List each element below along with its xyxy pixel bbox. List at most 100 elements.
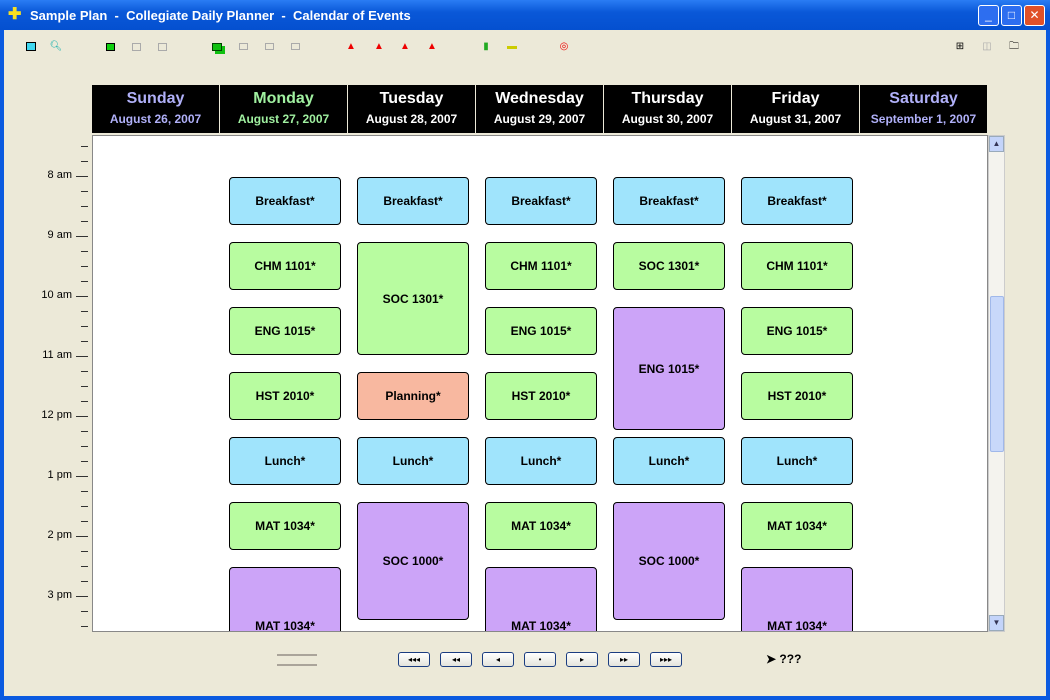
day-name: Sunday [126,90,185,107]
close-button[interactable]: ✕ [1024,5,1045,26]
hour-label: 10 am [41,289,72,301]
nav-next-week-button[interactable]: ▸▸ [608,652,640,667]
nav-first-button[interactable]: ◂◂◂ [398,652,430,667]
day-name: Monday [253,90,314,107]
event[interactable]: Breakfast* [357,177,469,225]
event[interactable]: MAT 1034* [485,567,597,631]
day-header-tuesday[interactable]: Tuesday August 28, 2007 [348,85,475,133]
alarm-right-icon[interactable]: ▲ [400,41,410,52]
day-date: August 26, 2007 [109,112,202,126]
event[interactable]: SOC 1301* [357,242,469,355]
status-area: ➤ ??? [766,652,801,666]
nav-prev-button[interactable]: ◂ [482,652,514,667]
ruler-tick [81,206,88,207]
ruler-tick [81,611,88,612]
event[interactable]: Breakfast* [741,177,853,225]
event[interactable]: SOC 1301* [613,242,725,290]
vertical-scrollbar[interactable]: ▲ ▼ [988,135,1005,632]
ruler-tick [76,536,88,537]
event[interactable]: CHM 1101* [485,242,597,290]
new-document-icon[interactable]: ▮ [483,41,489,52]
event[interactable]: CHM 1101* [741,242,853,290]
folder-icon[interactable]: 🗀 [1009,41,1019,52]
alarm-left-icon[interactable]: ▲ [374,41,384,52]
ruler-tick [81,221,88,222]
event[interactable]: Lunch* [229,437,341,485]
event[interactable]: Lunch* [485,437,597,485]
event[interactable]: ENG 1015* [485,307,597,355]
splitter-handle-icon[interactable] [277,654,317,666]
day-name: Thursday [631,90,704,107]
event[interactable]: HST 2010* [741,372,853,420]
nav-next-button[interactable]: ▸ [566,652,598,667]
ruler-tick [81,341,88,342]
nav-last-button[interactable]: ▸▸▸ [650,652,682,667]
event[interactable]: MAT 1034* [485,502,597,550]
day-header-friday[interactable]: Friday August 31, 2007 [732,85,859,133]
day-date: August 29, 2007 [493,112,586,126]
add-item-icon[interactable] [105,43,115,51]
help-lifebuoy-icon[interactable]: ◎ [559,41,569,52]
event[interactable]: ENG 1015* [613,307,725,430]
day-header-monday[interactable]: Monday August 27, 2007 [220,85,347,133]
scroll-thumb[interactable] [990,296,1004,452]
day-header-sunday[interactable]: Sunday August 26, 2007 [92,85,219,133]
grid-icon[interactable]: ⊞ [955,41,965,52]
day-date: August 28, 2007 [365,112,458,126]
ruler-tick [76,596,88,597]
copy-icon[interactable] [212,43,222,51]
scroll-up-button[interactable]: ▲ [989,136,1004,152]
day-header-saturday[interactable]: Saturday September 1, 2007 [860,85,987,133]
event[interactable]: ENG 1015* [741,307,853,355]
item-disabled-icon [157,43,167,51]
ruler-tick [81,431,88,432]
nav-prev-week-button[interactable]: ◂◂ [440,652,472,667]
day-header-thursday[interactable]: Thursday August 30, 2007 [604,85,731,133]
ruler-tick [81,251,88,252]
ruler-tick [81,371,88,372]
hour-label: 1 pm [47,469,72,481]
copy-disabled-icon [290,43,300,50]
event[interactable]: Lunch* [741,437,853,485]
day-header-wednesday[interactable]: Wednesday August 29, 2007 [476,85,603,133]
minimize-button[interactable]: _ [978,5,999,26]
title-bar: ✚ Sample Plan - Collegiate Daily Planner… [0,0,1050,30]
calendar-grid[interactable]: Breakfast* CHM 1101* ENG 1015* HST 2010*… [92,135,988,632]
alarm-cycle-icon[interactable]: ▲ [427,41,437,52]
print-icon[interactable]: ▬ [507,41,517,52]
view-icon[interactable] [26,42,36,51]
event[interactable]: CHM 1101* [229,242,341,290]
event[interactable]: Lunch* [357,437,469,485]
ruler-tick [81,506,88,507]
event[interactable]: MAT 1034* [229,502,341,550]
event[interactable]: SOC 1000* [357,502,469,620]
ruler-tick [76,416,88,417]
cursor-icon: ➤ [766,652,777,666]
event[interactable]: MAT 1034* [741,567,853,631]
maximize-button[interactable]: □ [1001,5,1022,26]
day-date: September 1, 2007 [870,112,977,126]
hour-label: 3 pm [47,589,72,601]
scroll-down-button[interactable]: ▼ [989,615,1004,631]
hour-label: 2 pm [47,529,72,541]
zoom-icon[interactable]: 🔍︎ [49,41,63,52]
alarm-icon[interactable]: ▲ [346,41,356,52]
event[interactable]: ENG 1015* [229,307,341,355]
nav-today-button[interactable]: • [524,652,556,667]
ruler-tick [81,401,88,402]
event[interactable]: Breakfast* [229,177,341,225]
ruler-tick [81,461,88,462]
event[interactable]: MAT 1034* [229,567,341,631]
ruler-tick [81,326,88,327]
event[interactable]: Planning* [357,372,469,420]
event[interactable]: Breakfast* [485,177,597,225]
event[interactable]: HST 2010* [485,372,597,420]
app-icon: ✚ [8,6,22,23]
day-date: August 30, 2007 [621,112,714,126]
event[interactable]: Lunch* [613,437,725,485]
event[interactable]: HST 2010* [229,372,341,420]
event[interactable]: Breakfast* [613,177,725,225]
event[interactable]: SOC 1000* [613,502,725,620]
ruler-tick [81,581,88,582]
event[interactable]: MAT 1034* [741,502,853,550]
